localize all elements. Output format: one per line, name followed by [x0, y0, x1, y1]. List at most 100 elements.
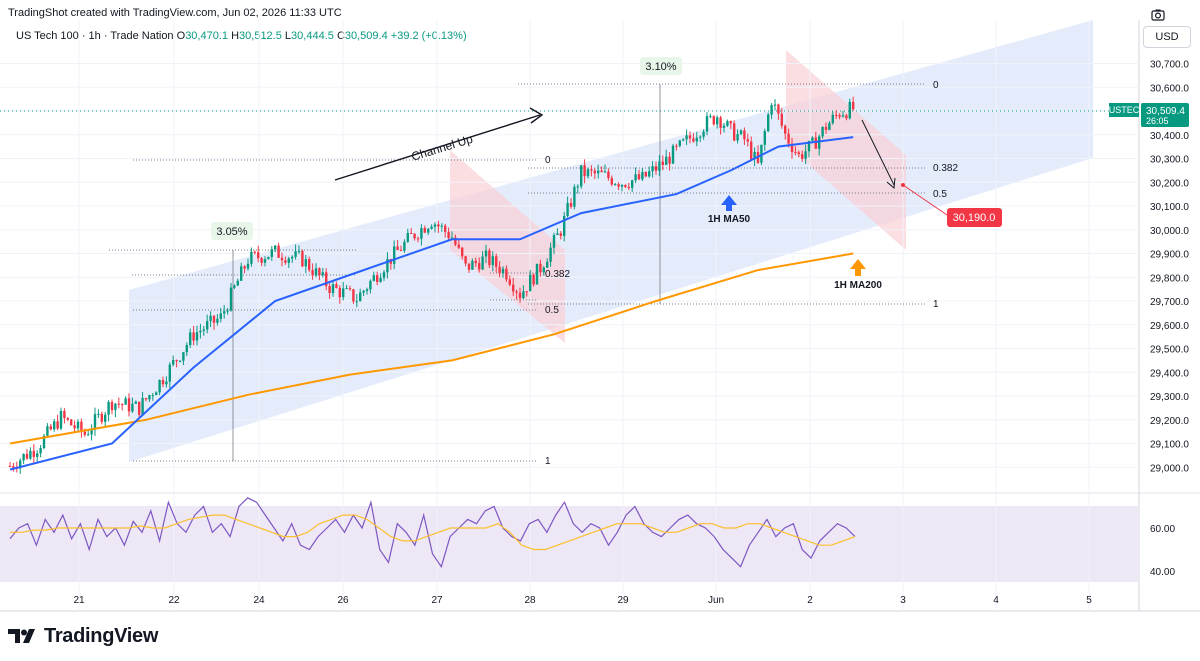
candle-body: [801, 154, 804, 159]
candle-body: [651, 166, 654, 172]
tradingview-logo[interactable]: TradingView: [8, 624, 158, 648]
price-tick-label: 29,800.0: [1150, 273, 1189, 284]
candle-body: [767, 114, 770, 132]
candle-body: [648, 171, 651, 177]
fib-right-1-label: 1: [933, 299, 939, 310]
candle-body: [590, 169, 593, 171]
candle-body: [665, 156, 668, 165]
candle-body: [114, 403, 117, 411]
candle-body: [185, 345, 188, 353]
candle-body: [104, 414, 107, 422]
price-tick-label: 30,700.0: [1150, 60, 1189, 71]
open-value: 30,470.1: [185, 30, 229, 42]
candle-body: [25, 453, 29, 459]
candle-body: [481, 256, 484, 270]
candle-body: [552, 234, 556, 248]
time-tick-label: 24: [253, 595, 265, 606]
price-tick-label: 30,200.0: [1150, 178, 1189, 189]
currency-selector[interactable]: USD: [1143, 26, 1191, 48]
candle-body: [624, 184, 627, 188]
candles: [8, 96, 855, 474]
candle-body: [709, 116, 712, 118]
low-value: 30,444.5: [291, 30, 334, 42]
candle-body: [675, 145, 678, 147]
candle-body: [155, 392, 158, 396]
candle-body: [144, 398, 148, 400]
candle-body: [110, 402, 114, 411]
candle-body: [668, 156, 671, 164]
symbol-tag-label: USTEC: [1109, 105, 1140, 115]
candle-body: [284, 260, 287, 263]
candle-body: [733, 123, 736, 141]
rsi-axis: 60.00 40.00: [1150, 524, 1175, 578]
time-tick-label: 26: [337, 595, 349, 606]
candle-body: [124, 398, 127, 405]
candle-body: [134, 401, 137, 404]
candle-body: [573, 186, 576, 207]
candle-body: [280, 257, 284, 261]
candle-body: [56, 421, 59, 429]
candle-body: [403, 241, 406, 251]
candle-body: [39, 447, 42, 454]
candle-body: [804, 151, 807, 159]
camera-icon[interactable]: [1151, 8, 1165, 22]
rsi-band: [0, 506, 1139, 582]
chart-credit-line: TradingShot created with TradingView.com…: [8, 7, 342, 19]
time-axis[interactable]: 21 22 24 26 27 28 29 Jun 2 3 4 5: [73, 595, 1092, 606]
ma200-up-arrow-icon: [850, 259, 866, 276]
candle-body: [80, 421, 83, 432]
symbol-name[interactable]: US Tech 100 · 1h · Trade Nation: [16, 30, 174, 42]
candle-body: [620, 184, 624, 187]
candle-body: [97, 413, 100, 415]
candle-body: [32, 450, 35, 457]
candle-body: [365, 289, 369, 291]
decline-channel-right[interactable]: [786, 50, 906, 250]
time-tick-label: 2: [807, 595, 813, 606]
candle-body: [576, 186, 579, 188]
candle-body: [583, 165, 586, 177]
candle-body: [794, 152, 797, 154]
candle-body: [841, 115, 845, 117]
ma200-line: [9, 252, 854, 445]
candle-body: [773, 104, 777, 106]
candle-body: [835, 114, 838, 116]
candle-body: [522, 291, 525, 299]
candle-body: [410, 232, 413, 234]
candle-body: [780, 113, 783, 126]
candle-body: [73, 425, 76, 429]
change-value: +39.2 (+0.13%): [390, 30, 467, 42]
candle-body: [318, 268, 321, 276]
candle-body: [474, 260, 477, 264]
fib-mid-05-label: 0.5: [545, 305, 559, 316]
candle-body: [22, 453, 25, 461]
channel-arrow: [334, 114, 541, 181]
target-point: [901, 183, 905, 187]
candle-body: [406, 232, 409, 242]
candle-body: [440, 225, 443, 227]
candle-body: [631, 180, 634, 188]
decline-channel-mid[interactable]: [450, 150, 565, 343]
ma50-line: [9, 136, 854, 471]
candle-body: [580, 165, 583, 187]
price-tick-label: 29,500.0: [1150, 345, 1189, 356]
candle-body: [121, 404, 124, 406]
candle-body: [178, 360, 182, 362]
tradingview-logo-icon: [8, 629, 35, 643]
candle-body: [165, 381, 168, 385]
candle-body: [308, 259, 311, 270]
candle-body: [297, 251, 301, 253]
candle-body: [49, 426, 52, 430]
candle-body: [784, 125, 787, 134]
candle-body: [291, 256, 294, 259]
candle-body: [447, 231, 450, 239]
candle-body: [379, 277, 382, 282]
fib-right-0382-label: 0.382: [933, 163, 958, 174]
projection-arrow-head: [886, 177, 896, 190]
candle-body: [158, 379, 161, 393]
candle-body: [814, 137, 817, 149]
candle-body: [719, 117, 722, 128]
candle-body: [321, 272, 324, 276]
candle-body: [46, 426, 49, 436]
candle-body: [702, 131, 705, 137]
